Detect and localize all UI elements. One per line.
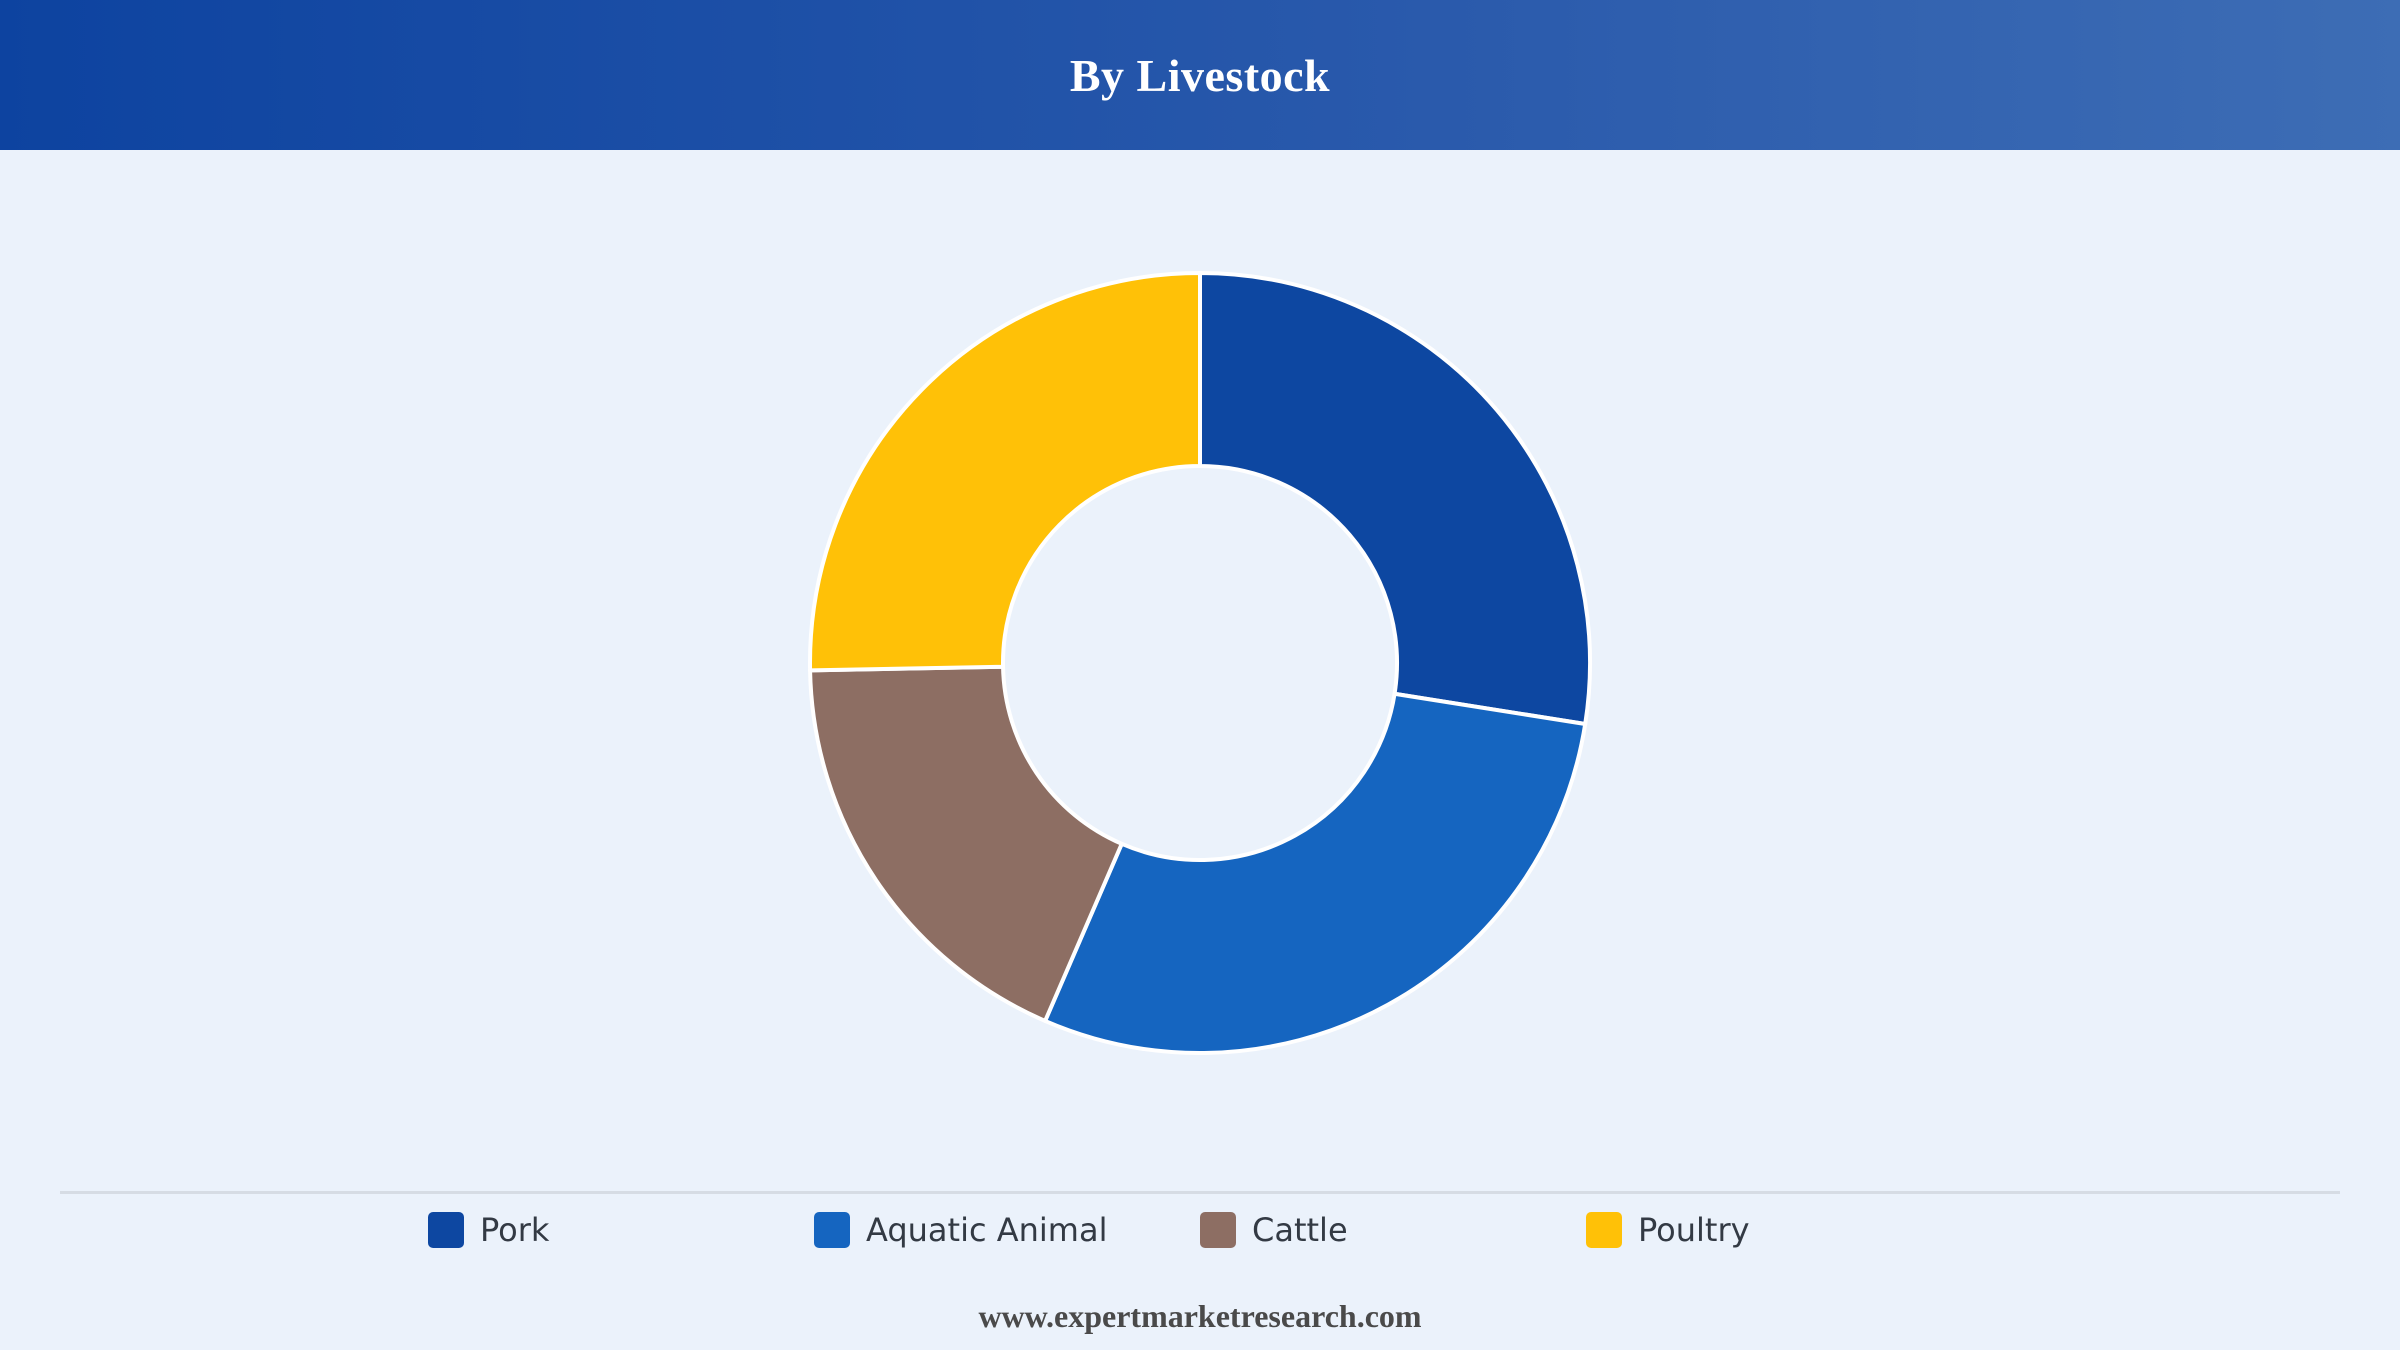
chart-legend: Pork Aquatic Animal Cattle Poultry: [0, 1208, 2400, 1252]
legend-swatch-cattle: [1200, 1212, 1236, 1248]
donut-chart: [808, 271, 1592, 1055]
legend-swatch-aquatic-animal: [814, 1212, 850, 1248]
chart-area: [0, 150, 2400, 1180]
chart-header: By Livestock: [0, 0, 2400, 150]
legend-label-poultry: Poultry: [1638, 1211, 1750, 1249]
donut-slice-poultry[interactable]: [808, 271, 1202, 673]
legend-swatch-pork: [428, 1212, 464, 1248]
legend-swatch-poultry: [1586, 1212, 1622, 1248]
source-footer: www.expertmarketresearch.com: [978, 1298, 1422, 1334]
legend-item-poultry[interactable]: Poultry: [1586, 1208, 1750, 1252]
legend-label-aquatic-animal: Aquatic Animal: [866, 1211, 1108, 1249]
legend-label-pork: Pork: [480, 1211, 550, 1249]
legend-divider: [60, 1191, 2340, 1194]
legend-item-cattle[interactable]: Cattle: [1200, 1208, 1348, 1252]
legend-item-pork[interactable]: Pork: [428, 1208, 549, 1252]
donut-slice-aquatic-animal[interactable]: [1043, 691, 1588, 1055]
legend-label-cattle: Cattle: [1252, 1211, 1348, 1249]
legend-item-aquatic-animal[interactable]: Aquatic Animal: [814, 1208, 1107, 1252]
donut-slice-pork[interactable]: [1198, 271, 1592, 727]
chart-title: By Livestock: [1069, 49, 1331, 101]
donut-slice-cattle[interactable]: [808, 664, 1124, 1023]
